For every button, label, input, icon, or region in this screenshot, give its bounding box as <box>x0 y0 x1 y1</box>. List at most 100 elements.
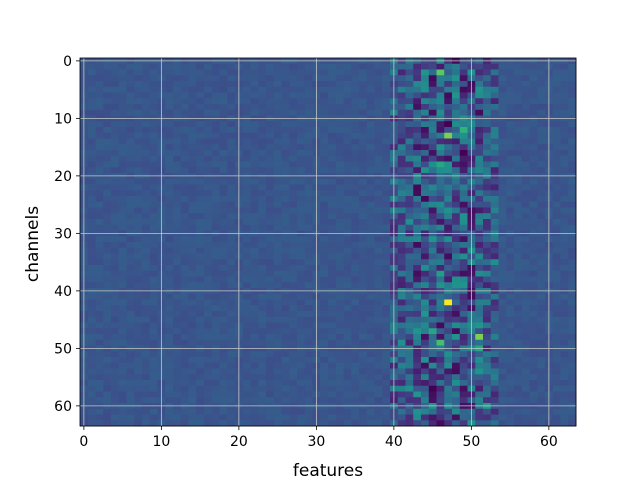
heatmap-cell <box>498 408 507 415</box>
heatmap-cell <box>521 69 530 76</box>
heatmap-cell <box>413 75 422 82</box>
heatmap-cell <box>514 121 523 128</box>
heatmap-cell <box>118 127 127 134</box>
heatmap-cell <box>444 161 453 168</box>
heatmap-cell <box>258 121 267 128</box>
heatmap-cell <box>421 265 430 272</box>
heatmap-cell <box>242 420 251 427</box>
heatmap-cell <box>328 339 337 346</box>
heatmap-cell <box>211 357 220 364</box>
heatmap-cell <box>568 270 577 277</box>
heatmap-cell <box>227 161 236 168</box>
heatmap-cell <box>165 190 174 197</box>
heatmap-cell <box>227 316 236 323</box>
heatmap-cell <box>444 270 453 277</box>
heatmap-cell <box>188 253 197 260</box>
heatmap-cell <box>103 334 112 341</box>
heatmap-cell <box>436 201 445 208</box>
heatmap-cell <box>149 104 158 111</box>
heatmap-cell <box>444 236 453 243</box>
heatmap-cell <box>188 276 197 283</box>
heatmap-cell <box>180 259 189 266</box>
heatmap-cell <box>196 339 205 346</box>
heatmap-cell <box>374 270 383 277</box>
heatmap-cell <box>506 299 515 306</box>
heatmap-cell <box>188 265 197 272</box>
heatmap-cell <box>405 161 414 168</box>
heatmap-cell <box>289 224 298 231</box>
heatmap-cell <box>242 92 251 99</box>
heatmap-cell <box>320 92 329 99</box>
heatmap-cell <box>421 380 430 387</box>
heatmap-cell <box>335 92 344 99</box>
heatmap-cell <box>366 196 375 203</box>
heatmap-cell <box>304 219 313 226</box>
heatmap-cell <box>180 270 189 277</box>
heatmap-cell <box>328 385 337 392</box>
heatmap-cell <box>149 224 158 231</box>
heatmap-cell <box>452 81 461 88</box>
heatmap-cell <box>126 127 135 134</box>
heatmap-cell <box>142 236 151 243</box>
heatmap-cell <box>343 368 352 375</box>
heatmap-cell <box>359 391 368 398</box>
heatmap-cell <box>188 196 197 203</box>
heatmap-cell <box>436 178 445 185</box>
heatmap-cell <box>328 253 337 260</box>
heatmap-cell <box>428 69 437 76</box>
heatmap-cell <box>397 362 406 369</box>
heatmap-cell <box>506 311 515 318</box>
heatmap-cell <box>196 293 205 300</box>
heatmap-cell <box>320 339 329 346</box>
heatmap-cell <box>568 178 577 185</box>
heatmap-cell <box>552 92 561 99</box>
heatmap-cell <box>421 242 430 249</box>
heatmap-cell <box>382 138 391 145</box>
heatmap-cell <box>165 132 174 139</box>
heatmap-cell <box>490 69 499 76</box>
heatmap-cell <box>297 236 306 243</box>
heatmap-cell <box>552 334 561 341</box>
heatmap-cell <box>180 397 189 404</box>
heatmap-cell <box>242 201 251 208</box>
heatmap-cell <box>219 184 228 191</box>
heatmap-cell <box>196 270 205 277</box>
heatmap-cell <box>568 201 577 208</box>
heatmap-cell <box>529 362 538 369</box>
heatmap-cell <box>165 155 174 162</box>
heatmap-cell <box>304 63 313 70</box>
heatmap-cell <box>289 362 298 369</box>
heatmap-cell <box>490 420 499 427</box>
heatmap-cell <box>95 420 104 427</box>
heatmap-cell <box>405 385 414 392</box>
heatmap-cell <box>111 178 120 185</box>
heatmap-cell <box>250 334 259 341</box>
heatmap-cell <box>552 357 561 364</box>
heatmap-cell <box>118 69 127 76</box>
heatmap-cell <box>126 334 135 341</box>
heatmap-cell <box>537 121 546 128</box>
heatmap-cell <box>568 305 577 312</box>
heatmap-cell <box>165 247 174 254</box>
heatmap-cell <box>219 98 228 105</box>
heatmap-cell <box>490 397 499 404</box>
heatmap-cell <box>514 150 523 157</box>
heatmap-cell <box>568 282 577 289</box>
heatmap-cell <box>204 265 213 272</box>
heatmap-cell <box>242 190 251 197</box>
heatmap-cell <box>335 155 344 162</box>
heatmap-cell <box>211 207 220 214</box>
heatmap-cell <box>273 276 282 283</box>
heatmap-cell <box>87 196 96 203</box>
heatmap-cell <box>351 408 360 415</box>
heatmap-cell <box>111 276 120 283</box>
heatmap-cell <box>227 328 236 335</box>
heatmap-cell <box>459 144 468 151</box>
heatmap-cell <box>196 224 205 231</box>
heatmap-cell <box>289 420 298 427</box>
heatmap-cell <box>537 420 546 427</box>
heatmap-cell <box>227 385 236 392</box>
heatmap-cell <box>142 190 151 197</box>
heatmap-cell <box>444 276 453 283</box>
heatmap-cell <box>273 293 282 300</box>
